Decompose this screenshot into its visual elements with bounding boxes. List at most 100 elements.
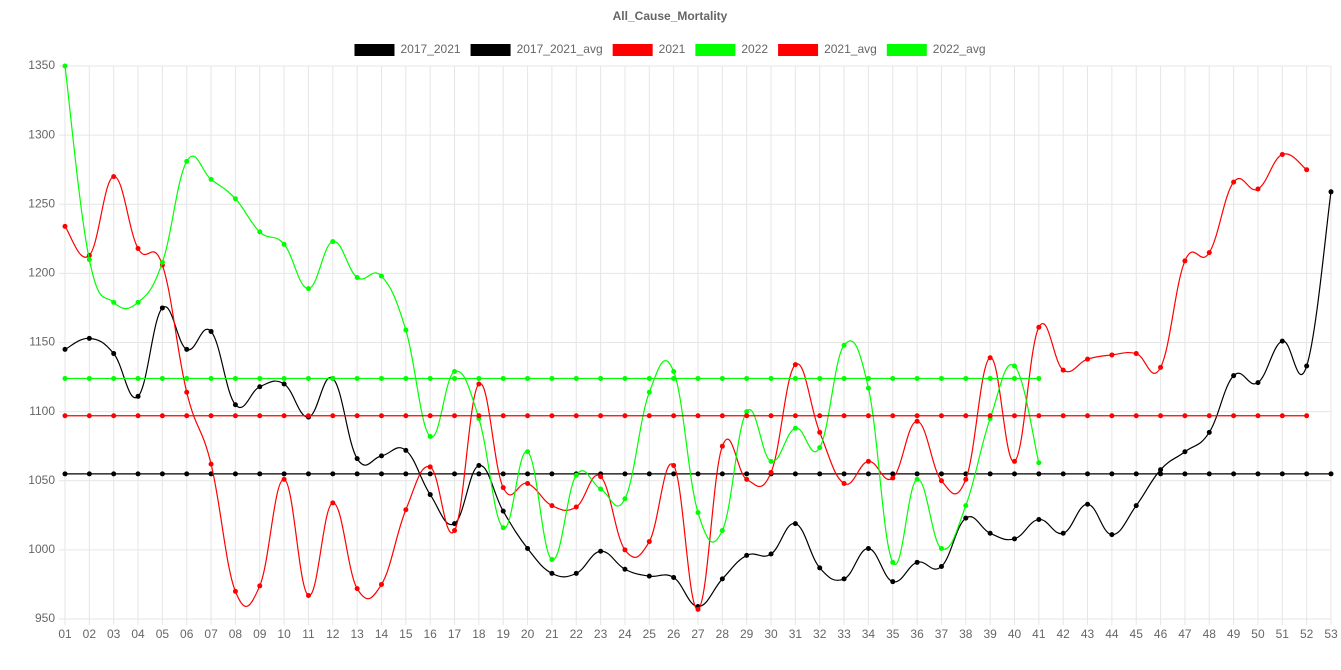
data-point [963, 515, 969, 521]
legend-label: 2021 [659, 42, 686, 56]
data-point [914, 375, 920, 381]
data-point [525, 471, 531, 477]
data-point [598, 375, 604, 381]
data-point [1036, 516, 1042, 522]
data-point [305, 471, 311, 477]
y-tick-label: 1350 [28, 58, 55, 72]
data-point [938, 375, 944, 381]
data-point [1158, 413, 1164, 419]
data-point [817, 429, 823, 435]
data-point [111, 174, 117, 180]
data-point [184, 346, 190, 352]
data-point [208, 471, 214, 477]
data-point [1231, 179, 1237, 185]
data-point [938, 563, 944, 569]
data-point [1328, 471, 1334, 477]
data-point [1133, 503, 1139, 509]
legend-swatch [354, 44, 395, 56]
data-point [403, 447, 409, 453]
data-point [1133, 351, 1139, 357]
data-point [1279, 471, 1285, 477]
data-point [500, 485, 506, 491]
data-point [1012, 471, 1017, 477]
data-point [719, 413, 725, 419]
x-tick-label: 15 [399, 627, 413, 641]
data-point [208, 328, 214, 334]
data-point [354, 413, 360, 419]
data-point [1012, 413, 1017, 419]
data-point [1328, 189, 1334, 195]
series-line [64, 153, 1308, 610]
data-point [1182, 471, 1188, 477]
data-point [403, 413, 409, 419]
data-point [622, 413, 628, 419]
x-tick-label: 52 [1300, 627, 1314, 641]
data-point [792, 362, 798, 368]
x-tick-label: 34 [862, 627, 876, 641]
data-point [1133, 413, 1139, 419]
data-point [1206, 250, 1212, 256]
data-point [257, 413, 263, 419]
data-point [1182, 449, 1188, 455]
x-tick-label: 46 [1154, 627, 1168, 641]
data-point [452, 528, 458, 534]
data-point [305, 286, 311, 292]
data-point [768, 551, 774, 557]
data-point [135, 299, 141, 305]
x-tick-label: 30 [764, 627, 778, 641]
data-point [208, 461, 214, 467]
x-tick-label: 38 [959, 627, 973, 641]
data-point [62, 63, 68, 69]
data-point [208, 375, 214, 381]
data-point [1206, 471, 1212, 477]
data-point [890, 471, 896, 477]
x-tick-label: 42 [1057, 627, 1071, 641]
data-point [646, 471, 652, 477]
data-point [1109, 471, 1115, 477]
y-tick-label: 1250 [28, 196, 55, 210]
x-tick-label: 32 [813, 627, 827, 641]
data-point [744, 375, 750, 381]
data-point [890, 375, 896, 381]
x-tick-label: 41 [1032, 627, 1046, 641]
data-point [865, 545, 871, 551]
data-point [1109, 413, 1115, 419]
x-tick-label: 11 [302, 627, 315, 641]
data-point [695, 606, 701, 612]
data-point [817, 375, 823, 381]
data-point [184, 389, 190, 395]
data-point [865, 375, 871, 381]
data-point [476, 375, 482, 381]
data-point [695, 510, 701, 516]
data-point [379, 471, 384, 477]
data-point [622, 566, 628, 572]
data-point [86, 257, 92, 263]
data-point [549, 557, 555, 563]
x-tick-label: 14 [375, 627, 389, 641]
data-point [987, 355, 993, 361]
data-point [1012, 375, 1017, 381]
data-point [914, 476, 920, 482]
data-point [890, 559, 896, 565]
data-point [671, 369, 677, 375]
data-point [744, 552, 750, 558]
data-point [86, 471, 92, 477]
data-point [1036, 460, 1042, 466]
data-point [549, 413, 555, 419]
data-point [1255, 186, 1261, 192]
data-point [573, 375, 579, 381]
data-point [1158, 471, 1164, 477]
data-point [1036, 324, 1042, 330]
data-point [841, 576, 847, 582]
data-point [354, 275, 360, 281]
data-point [768, 375, 774, 381]
data-point [1279, 413, 1285, 419]
data-point [792, 425, 798, 431]
data-point [695, 375, 701, 381]
data-point [938, 471, 944, 477]
data-point [281, 476, 287, 482]
data-point [232, 413, 238, 419]
data-point [671, 375, 677, 381]
data-point [598, 548, 604, 554]
data-point [62, 471, 68, 477]
